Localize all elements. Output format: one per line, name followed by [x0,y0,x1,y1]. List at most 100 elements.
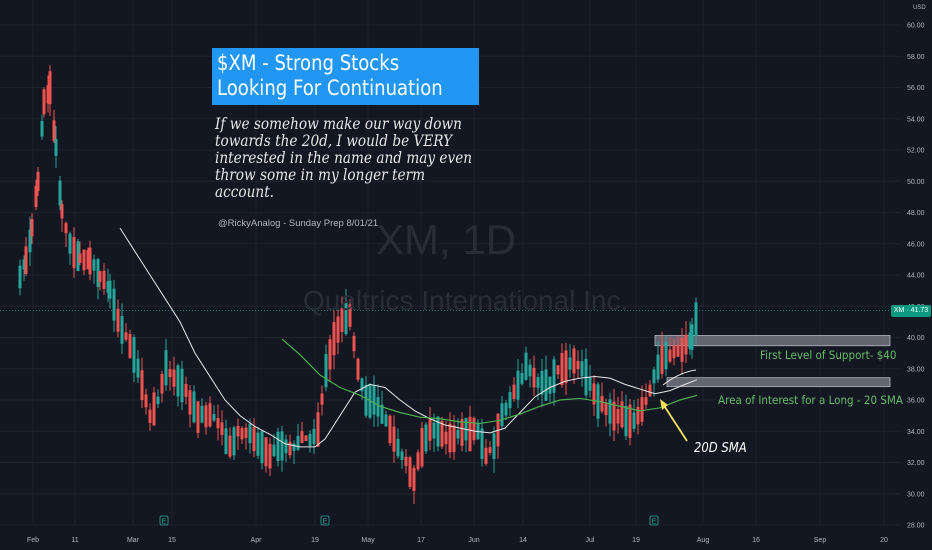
candle-body [188,390,192,415]
earnings-marker-label: E [162,519,167,526]
candle-body [176,365,180,397]
candle-body [572,348,576,374]
author-credit: @RickyAnalog - Sunday Prep 8/01/21 [218,218,379,229]
candle-body [288,441,292,456]
y-tick-label: 60.00 [907,23,925,30]
symbol-watermark: XM, 1D [376,216,517,263]
candle-body [564,350,568,384]
x-tick-label: Mar [127,537,140,544]
candle-body [532,367,536,388]
candle-body [612,401,616,431]
x-tick-label: 19 [632,537,640,544]
interest-annotation: Area of Interest for a Long - 20 SMA [718,393,903,407]
candle-body [92,259,96,271]
x-tick-label: Aug [697,537,710,544]
candle-body [60,203,64,219]
candle-body [86,249,90,270]
y-tick-label: 30.00 [907,491,925,498]
note-line: account. [215,183,275,201]
candle-body [240,428,244,440]
candle-body [372,385,376,415]
x-tick-label: 20 [880,537,888,544]
y-tick-label: 28.00 [907,523,925,530]
candle-body [320,393,324,405]
currency-label: USD [913,5,926,11]
candle-body [54,139,58,156]
candle-body [116,308,120,332]
white-arrow [662,369,697,386]
candle-body [248,423,252,444]
candle-body [168,369,172,378]
candle-body [24,246,28,274]
candle-body [520,373,524,384]
candle-body [284,439,288,454]
candle-body [540,370,544,395]
y-tick-label: 54.00 [907,116,925,123]
candle-body [512,384,516,400]
candle-body [52,120,56,142]
white-moving-average-line [119,227,698,448]
price-zone [654,335,891,347]
candle-body [324,353,328,388]
candle-body [28,229,32,253]
candle-body [236,425,240,437]
y-tick-label: 58.00 [907,54,925,61]
candle-body [340,308,344,333]
candle-body [192,391,196,423]
title-line-2: Looking For Continuation [217,76,443,100]
candle-body [184,383,188,397]
candle-body [268,443,272,469]
candle-body [436,416,440,447]
price-axis: 60.00 58.00 56.00 54.00 52.00 50.00 48.00 46.00… [907,23,925,530]
candle-body [556,365,560,375]
candle-body [212,414,216,421]
candle-body [524,352,528,380]
candle-body [360,378,364,392]
candle-body [452,425,456,453]
candle-body [428,418,432,441]
y-tick-label: 32.00 [907,460,925,467]
candle-body [112,288,116,321]
candle-body [42,89,46,115]
candle-body [690,324,694,350]
candle-body [152,392,156,426]
candle-body [444,431,448,445]
x-tick-label: Feb [27,537,39,544]
candle-body [208,403,212,427]
sma-annotation: 20D SMA [694,440,747,456]
candle-body [628,404,632,438]
candle-body [624,405,628,437]
candle-body [404,456,408,467]
candle-body [408,457,412,487]
candle-body [76,241,80,271]
candle-body [492,433,496,459]
candle-body [412,467,416,491]
candle-body [432,422,436,439]
candle-body [516,370,520,400]
candle-body [180,368,184,403]
candle-body [232,427,236,456]
candle-body [668,349,672,362]
candle-body [356,358,360,380]
green-20-sma-line [281,338,698,425]
y-tick-label: 52.00 [907,148,925,155]
candle-body [528,364,532,377]
earnings-marker [649,515,659,526]
candle-body [684,334,688,355]
candle-body [204,405,208,428]
x-tick-label: 17 [417,537,425,544]
candle-body [504,402,508,416]
candle-body [216,418,220,429]
candle-body [500,403,504,427]
candle-body [18,265,22,289]
candle-body [592,383,596,405]
candle-body [580,361,584,377]
candle-body [228,435,232,457]
candle-body [636,406,640,425]
candle-body [64,222,68,234]
candle-body [292,443,296,451]
candle-body [694,302,698,336]
company-watermark: Qualtrics International Inc. [303,285,629,316]
candle-body [576,360,580,370]
